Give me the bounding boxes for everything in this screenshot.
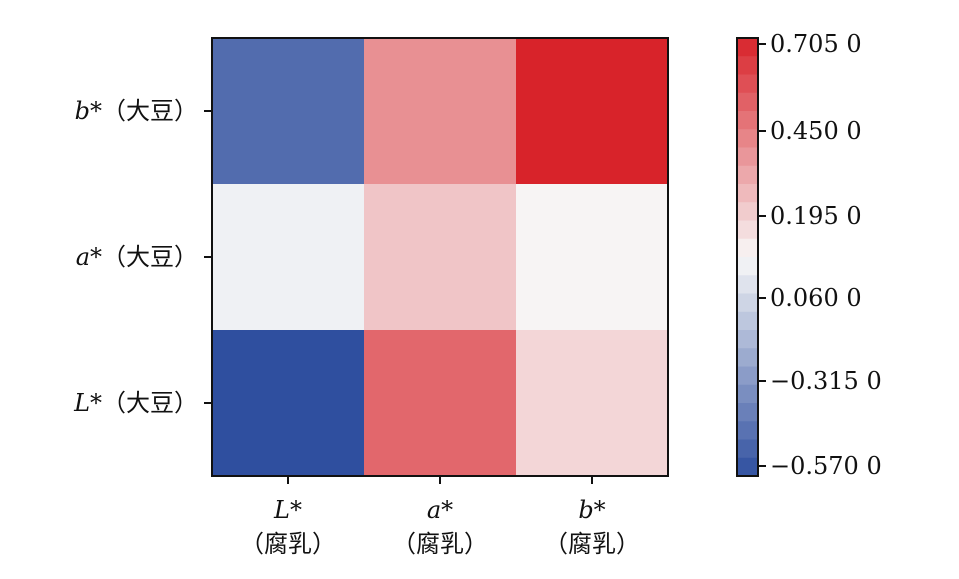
colorbar-tick-label-3: 0.060 0 xyxy=(770,284,862,312)
colorbar-segment-16 xyxy=(737,330,758,349)
colorbar-segment-6 xyxy=(737,147,758,167)
colorbar-tick-label-1: 0.450 0 xyxy=(770,117,862,145)
colorbar-tick-label-5: −0.570 0 xyxy=(770,452,882,480)
heatmap-cell-r2-c1 xyxy=(364,330,517,477)
heatmap-cell-r2-c2 xyxy=(516,330,669,477)
heatmap-cell-r0-c0 xyxy=(212,38,365,185)
colorbar-segment-7 xyxy=(737,165,758,185)
colorbar-segment-20 xyxy=(737,403,758,422)
x-tick-label-sample-2: （腐乳） xyxy=(544,530,640,558)
x-tick-label-var-1: a* xyxy=(427,496,453,524)
colorbar-segment-18 xyxy=(737,366,758,386)
heatmap-cell-r2-c0 xyxy=(212,330,365,477)
colorbar xyxy=(737,38,758,477)
colorbar-segment-14 xyxy=(737,293,758,313)
x-tick-label-var-0: L* xyxy=(273,496,302,524)
x-axis: L* （腐乳） a* （腐乳） b* （腐乳） xyxy=(240,476,640,558)
x-tick-label-sample-0: （腐乳） xyxy=(240,530,336,558)
y-tick-label-0: b*（大豆） xyxy=(75,97,198,125)
colorbar-segment-23 xyxy=(737,457,758,477)
y-axis: b*（大豆） a*（大豆） L*（大豆） xyxy=(73,97,212,417)
colorbar-segment-22 xyxy=(737,439,758,459)
colorbar-segment-10 xyxy=(737,220,758,240)
colorbar-segment-17 xyxy=(737,348,758,368)
colorbar-segment-12 xyxy=(737,257,758,276)
colorbar-segment-15 xyxy=(737,311,758,331)
colorbar-segment-2 xyxy=(737,74,758,94)
colorbar-frame xyxy=(736,37,759,477)
colorbar-tick-label-2: 0.195 0 xyxy=(770,202,862,230)
heatmap-cell-r0-c1 xyxy=(364,38,517,185)
colorbar-segment-13 xyxy=(737,275,758,295)
colorbar-segment-9 xyxy=(737,202,758,222)
colorbar-segment-0 xyxy=(737,38,758,57)
colorbar-segment-3 xyxy=(737,92,758,112)
x-tick-label-var-2: b* xyxy=(578,496,605,524)
colorbar-segment-8 xyxy=(737,184,758,203)
heatmap-cells xyxy=(212,38,669,477)
heatmap-cell-r0-c2 xyxy=(516,38,669,185)
colorbar-tick-label-4: −0.315 0 xyxy=(770,367,882,395)
y-tick-label-2: L*（大豆） xyxy=(73,389,198,417)
colorbar-segment-11 xyxy=(737,238,758,258)
colorbar-segment-5 xyxy=(737,129,758,149)
y-tick-label-1: a*（大豆） xyxy=(76,243,198,271)
colorbar-segment-21 xyxy=(737,421,758,441)
heatmap-cell-r1-c1 xyxy=(364,184,517,331)
colorbar-ticks: 0.705 0 0.450 0 0.195 0 0.060 0 −0.315 0 −0.5… xyxy=(758,30,882,480)
heatmap-cell-r1-c2 xyxy=(516,184,669,331)
colorbar-segment-4 xyxy=(737,111,758,130)
colorbar-segment-1 xyxy=(737,56,758,76)
colorbar-tick-label-0: 0.705 0 xyxy=(770,30,862,58)
colorbar-segment-19 xyxy=(737,384,758,404)
heatmap-cell-r1-c0 xyxy=(212,184,365,331)
x-tick-label-sample-1: （腐乳） xyxy=(392,530,488,558)
